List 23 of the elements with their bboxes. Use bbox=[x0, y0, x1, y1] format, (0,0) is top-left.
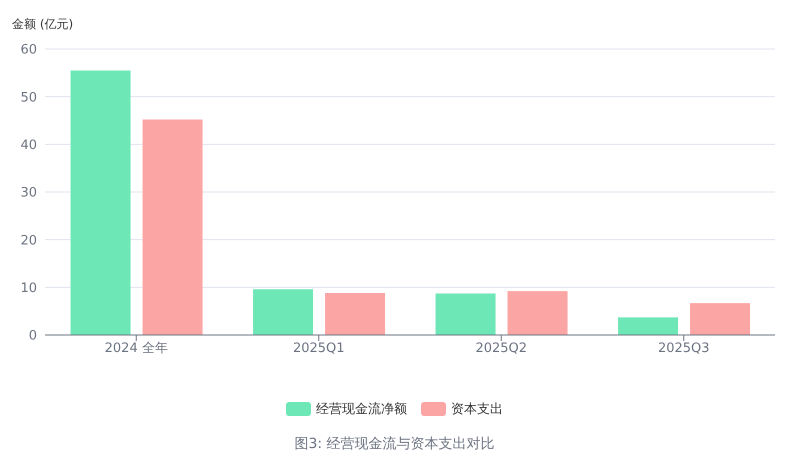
x-tick-label: 2025Q2 bbox=[475, 341, 528, 356]
bar bbox=[618, 317, 678, 335]
x-tick-label: 2025Q1 bbox=[292, 341, 345, 356]
y-tick-label: 50 bbox=[20, 90, 37, 106]
bar bbox=[690, 303, 750, 335]
y-tick-label: 10 bbox=[20, 280, 37, 296]
caption: 图3: 经营现金流与资本支出对比 bbox=[293, 435, 496, 453]
legend-label: 资本支出 bbox=[451, 401, 503, 418]
y-axis-title: 金额 (亿元) bbox=[12, 16, 74, 33]
bar bbox=[253, 289, 314, 335]
bar bbox=[325, 293, 386, 335]
legend-label: 经营现金流净额 bbox=[316, 401, 407, 418]
y-tick-label: 30 bbox=[20, 186, 37, 201]
y-tick-label: 40 bbox=[20, 138, 37, 153]
x-tick-label: 2024 全年 bbox=[104, 341, 168, 356]
y-tick-label: 20 bbox=[20, 233, 37, 248]
bar bbox=[142, 120, 203, 335]
y-tick-label: 60 bbox=[20, 42, 37, 58]
bar bbox=[70, 70, 131, 335]
bar bbox=[436, 294, 496, 335]
x-tick-label: 2025Q3 bbox=[658, 341, 710, 356]
y-tick-label: 0 bbox=[28, 328, 37, 344]
bar bbox=[508, 291, 568, 335]
